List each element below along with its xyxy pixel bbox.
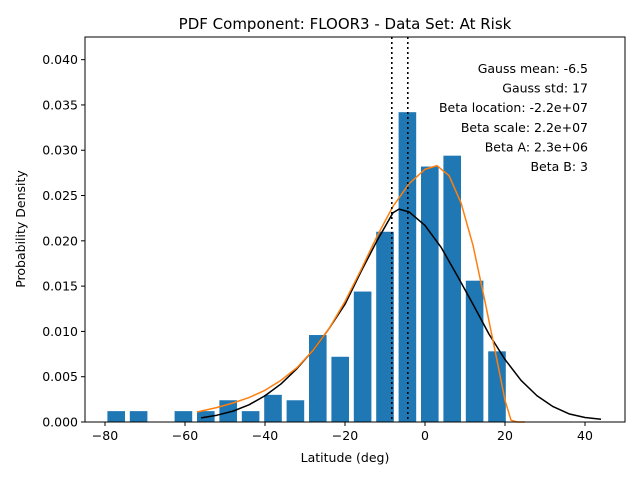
fit-line-2	[196, 164, 525, 423]
axes: −80 −60 −40 −20 0 20 40 0.000 0.005 0.010 0.015 0.0…	[42, 36, 626, 443]
y-tick-label: 0.040	[42, 52, 78, 67]
bar	[107, 411, 125, 422]
chart-title: PDF Component: FLOOR3 - Data Set: At Ris…	[179, 15, 512, 33]
x-tick-label: −80	[92, 428, 118, 443]
y-tick-label: 0.035	[42, 97, 78, 112]
x-tick-label: −40	[252, 428, 278, 443]
bar	[331, 356, 349, 422]
annotation-line: Gauss mean: -6.5	[478, 61, 588, 76]
bar	[264, 394, 282, 422]
annotation-line: Beta scale: 2.2e+07	[461, 120, 588, 135]
bar	[443, 155, 461, 422]
y-tick-label: 0.000	[42, 415, 78, 430]
x-tick-label: 20	[497, 428, 513, 443]
y-tick-label: 0.020	[42, 233, 78, 248]
x-axis-label: Latitude (deg)	[301, 450, 390, 465]
annotation-line: Beta A: 2.3e+06	[485, 139, 588, 154]
annotations: Gauss mean: -6.5 Gauss std: 17 Beta locati…	[439, 61, 588, 174]
y-tick-label: 0.015	[42, 279, 78, 294]
axes-frame	[84, 36, 626, 423]
annotation-line: Beta location: -2.2e+07	[439, 100, 588, 115]
x-tick-label: 40	[577, 428, 593, 443]
y-axis-label: Probability Density	[13, 170, 28, 288]
y-tick-label: 0.010	[42, 324, 78, 339]
bar	[353, 291, 372, 422]
bar	[465, 280, 484, 422]
y-tick-label: 0.005	[42, 369, 78, 384]
fit-lines	[196, 164, 602, 423]
bar	[286, 400, 305, 422]
bar	[174, 411, 193, 422]
bar	[129, 411, 148, 422]
vertical-lines	[390, 37, 409, 422]
x-tick-label: −20	[332, 428, 358, 443]
y-tick-label: 0.025	[42, 188, 78, 203]
annotation-line: Beta B: 3	[530, 159, 588, 174]
x-tick-label: −60	[172, 428, 198, 443]
bar	[421, 166, 439, 422]
bar	[309, 335, 327, 422]
fit-line-1	[200, 208, 602, 421]
y-tick-label: 0.030	[42, 143, 78, 158]
bar	[376, 231, 394, 422]
bar	[241, 411, 260, 422]
x-tick-label: 0	[421, 428, 429, 443]
bar	[488, 351, 506, 422]
annotation-line: Gauss std: 17	[502, 81, 588, 96]
